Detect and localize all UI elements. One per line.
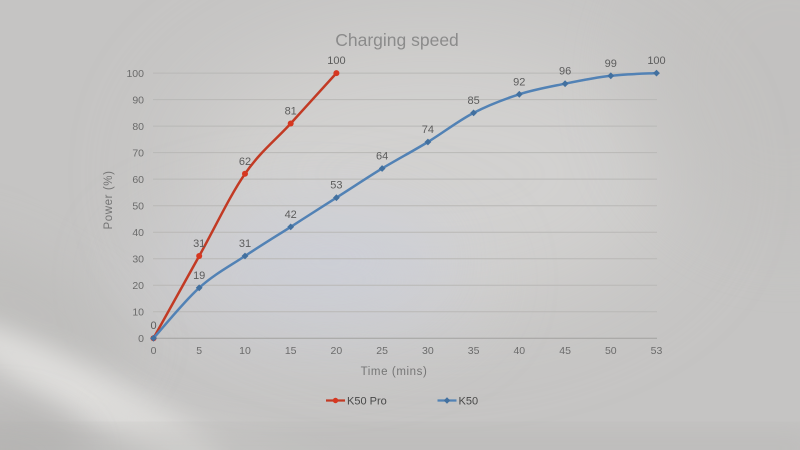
svg-text:Power (%): Power (%) (103, 170, 115, 229)
svg-text:53: 53 (651, 345, 663, 357)
svg-text:31: 31 (193, 238, 205, 250)
svg-text:15: 15 (285, 345, 297, 357)
svg-text:80: 80 (132, 121, 144, 133)
svg-text:74: 74 (422, 124, 434, 136)
svg-text:35: 35 (468, 345, 480, 357)
svg-text:K50: K50 (459, 396, 479, 408)
svg-text:K50 Pro: K50 Pro (347, 396, 387, 408)
svg-text:100: 100 (126, 68, 144, 80)
svg-text:0: 0 (138, 333, 144, 345)
svg-text:19: 19 (193, 270, 205, 282)
svg-text:10: 10 (132, 306, 144, 318)
svg-text:20: 20 (331, 345, 343, 357)
svg-text:64: 64 (376, 151, 388, 163)
svg-text:30: 30 (132, 253, 144, 265)
svg-text:99: 99 (605, 58, 617, 70)
svg-text:90: 90 (132, 94, 144, 106)
svg-text:40: 40 (132, 227, 144, 239)
svg-text:96: 96 (559, 66, 571, 78)
svg-text:85: 85 (467, 95, 479, 107)
svg-text:100: 100 (647, 55, 665, 67)
svg-text:0: 0 (151, 345, 157, 357)
svg-text:50: 50 (605, 345, 617, 357)
svg-text:92: 92 (513, 76, 525, 88)
svg-text:0: 0 (150, 320, 156, 332)
svg-text:5: 5 (196, 345, 202, 357)
svg-text:30: 30 (422, 345, 434, 357)
svg-text:40: 40 (513, 345, 525, 357)
svg-text:81: 81 (285, 106, 297, 118)
svg-text:Charging speed: Charging speed (335, 30, 459, 50)
svg-text:45: 45 (559, 345, 571, 357)
svg-text:Time (mins): Time (mins) (361, 366, 428, 378)
svg-text:70: 70 (132, 147, 144, 159)
svg-text:31: 31 (239, 238, 251, 250)
svg-text:25: 25 (376, 345, 388, 357)
svg-text:100: 100 (327, 55, 345, 67)
svg-text:60: 60 (132, 174, 144, 186)
svg-text:50: 50 (132, 200, 144, 212)
svg-text:42: 42 (285, 209, 297, 221)
svg-text:10: 10 (239, 345, 251, 357)
svg-text:62: 62 (239, 156, 251, 168)
svg-text:20: 20 (132, 280, 144, 292)
svg-text:53: 53 (330, 180, 342, 192)
